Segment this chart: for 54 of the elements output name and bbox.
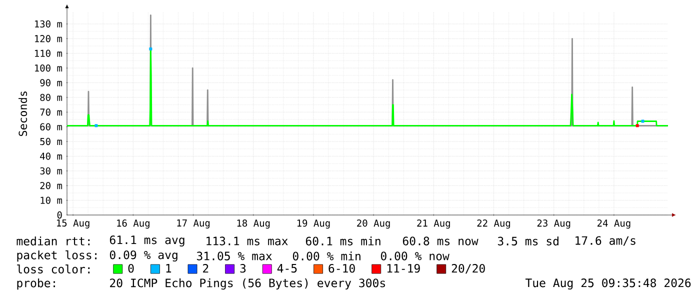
legend-label: 0 bbox=[128, 264, 134, 273]
y-tick-label: 40 m bbox=[40, 152, 62, 160]
legend-label: 20/20 bbox=[452, 264, 485, 274]
text: packet loss: bbox=[17, 250, 97, 262]
text: 113.1 ms max bbox=[206, 236, 288, 246]
y-tick-label: 60 m bbox=[40, 123, 62, 130]
text: 60.1 ms min bbox=[306, 236, 380, 246]
text: 3.5 ms sd bbox=[498, 236, 558, 246]
x-tick-label: 21 Aug bbox=[417, 220, 450, 229]
y-tick-label: 0 bbox=[57, 211, 62, 219]
x-tick-label: 24 Aug bbox=[598, 220, 630, 229]
text: 0.00 % now bbox=[380, 252, 450, 260]
y-tick-label: 90 m bbox=[40, 79, 62, 86]
x-tick-label: 19 Aug bbox=[297, 220, 330, 229]
y-axis-title: Seconds bbox=[18, 92, 28, 136]
legend-label: 1 bbox=[166, 264, 172, 272]
line-series bbox=[66, 48, 669, 126]
x-tick-label: 20 Aug bbox=[357, 220, 390, 229]
y-tick-label: 100 m bbox=[35, 64, 62, 72]
x-tick-label: 15 Aug bbox=[57, 220, 90, 228]
legend-label: 2 bbox=[203, 264, 208, 273]
text: 0.00 % min bbox=[292, 252, 360, 260]
y-tick-label: 130 m bbox=[35, 20, 62, 28]
text: probe: bbox=[17, 278, 55, 290]
y-tick-label: 10 m bbox=[40, 196, 62, 204]
y-tick-label: 80 m bbox=[40, 94, 62, 102]
y-tick-label: 70 m bbox=[40, 108, 62, 116]
point bbox=[149, 47, 152, 50]
x-tick-label: 18 Aug bbox=[237, 220, 270, 229]
text: loss color: bbox=[17, 264, 90, 274]
y-tick-label: 30 m bbox=[40, 167, 62, 175]
y-tick-label: 110 m bbox=[35, 50, 62, 57]
text: median rtt: bbox=[16, 236, 90, 246]
text: 31.05 % max bbox=[196, 252, 272, 260]
y-tick-label: 20 m bbox=[40, 182, 62, 190]
point bbox=[636, 124, 639, 128]
y-tick-label: 120 m bbox=[35, 35, 62, 42]
x-tick-label: 22 Aug bbox=[477, 220, 510, 229]
point bbox=[641, 120, 644, 123]
x-tick-label: 17 Aug bbox=[177, 220, 210, 228]
legend-label: 6-10 bbox=[328, 264, 355, 273]
text: 61.1 ms avg bbox=[110, 236, 184, 246]
point bbox=[94, 124, 98, 128]
x-tick-label: 23 Aug bbox=[537, 220, 570, 229]
text: Tue Aug 25 09:35:48 2026 bbox=[525, 278, 691, 290]
text: 0.09 % avg bbox=[110, 250, 178, 262]
text: 17.6 am/s bbox=[576, 236, 636, 246]
text: 60.8 ms now bbox=[402, 236, 478, 246]
text: 20 ICMP Echo Pings (56 Bytes) every 300s bbox=[110, 278, 385, 290]
legend-label: 3 bbox=[240, 264, 246, 273]
legend-label: 4-5 bbox=[277, 264, 297, 273]
x-tick-label: 16 Aug bbox=[117, 220, 150, 229]
y-tick-label: 50 m bbox=[40, 138, 62, 146]
legend-label: 11-19 bbox=[387, 264, 420, 273]
